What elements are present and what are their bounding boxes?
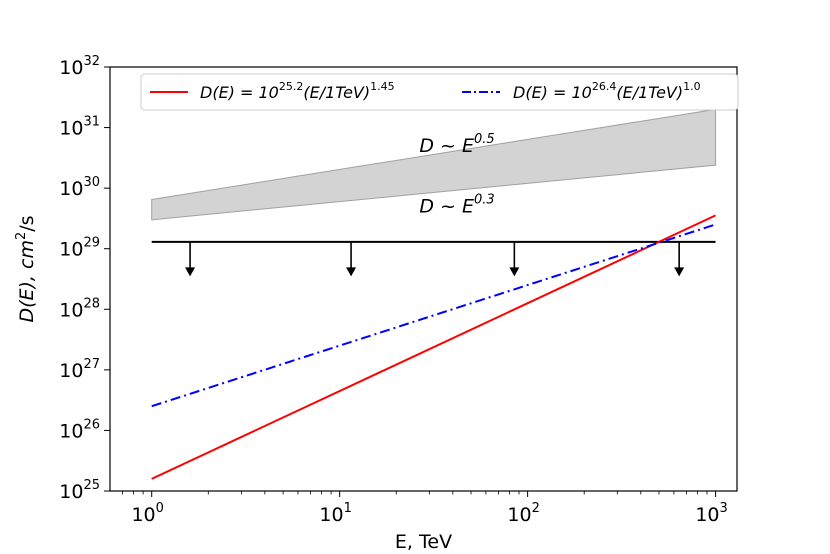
limit-arrow-head — [185, 267, 196, 277]
y-axis-ticks: 1025 1026 1027 1028 1029 1030 1031 1032 — [59, 54, 110, 503]
limit-arrow-head — [674, 267, 685, 277]
y-tick-label: 1032 — [59, 54, 100, 79]
limit-arrow — [346, 241, 357, 277]
series-layer — [151, 214, 717, 480]
legend-label-blue: D(E) = 1026.4(E/1TeV)1.0 — [513, 80, 701, 102]
legend: D(E) = 1025.2(E/1TeV)1.45 D(E) = 1026.4(… — [140, 73, 739, 111]
y-tick-label: 1030 — [59, 175, 100, 200]
x-tick-label: 101 — [319, 501, 351, 526]
band-upper-label: D ~ E0.5 — [419, 132, 494, 157]
y-tick-label: 1029 — [59, 236, 100, 261]
x-tick-label: 103 — [695, 501, 727, 526]
x-tick-label: 102 — [507, 501, 539, 526]
limit-arrow — [509, 241, 520, 277]
legend-box — [140, 73, 739, 111]
y-axis-label: D(E), cm2/s — [14, 215, 38, 322]
axes-frame — [109, 66, 738, 492]
limit-arrow-head — [346, 267, 357, 277]
x-tick-label: 100 — [131, 501, 163, 526]
series-line-blue — [151, 223, 716, 408]
y-tick-label: 1025 — [59, 478, 100, 503]
y-tick-label: 1027 — [59, 357, 100, 382]
y-tick-label: 1026 — [59, 417, 100, 442]
x-axis-ticks: 100 101 102 103 — [122, 491, 728, 526]
band-layer — [151, 108, 717, 221]
x-axis-label: E, TeV — [395, 531, 452, 553]
band-lower-label: D ~ E0.3 — [419, 192, 494, 217]
limit-arrow-head — [509, 267, 520, 277]
y-tick-label: 1028 — [59, 296, 100, 321]
band-labels: D ~ E0.5 D ~ E0.3 — [419, 132, 494, 218]
diffusion-band — [151, 108, 717, 221]
y-tick-label: 1031 — [59, 115, 100, 140]
y-axis-label-main: D(E), cm — [16, 240, 38, 323]
series-line-red — [151, 214, 717, 480]
limit-arrows — [185, 241, 685, 277]
limit-arrow — [185, 241, 196, 277]
legend-label-red: D(E) = 1025.2(E/1TeV)1.45 — [200, 80, 395, 102]
limit-arrow — [674, 241, 685, 277]
